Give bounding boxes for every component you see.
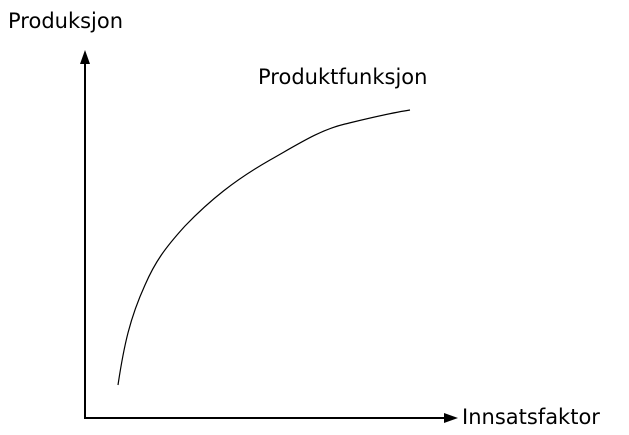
curve-label: Produktfunksjon — [258, 65, 427, 89]
x-axis-arrow — [444, 413, 458, 423]
y-axis-arrow — [80, 50, 90, 64]
x-axis-label: Innsatsfaktor — [462, 405, 600, 429]
y-axis-label: Produksjon — [8, 9, 123, 33]
production-curve — [117, 109, 411, 386]
